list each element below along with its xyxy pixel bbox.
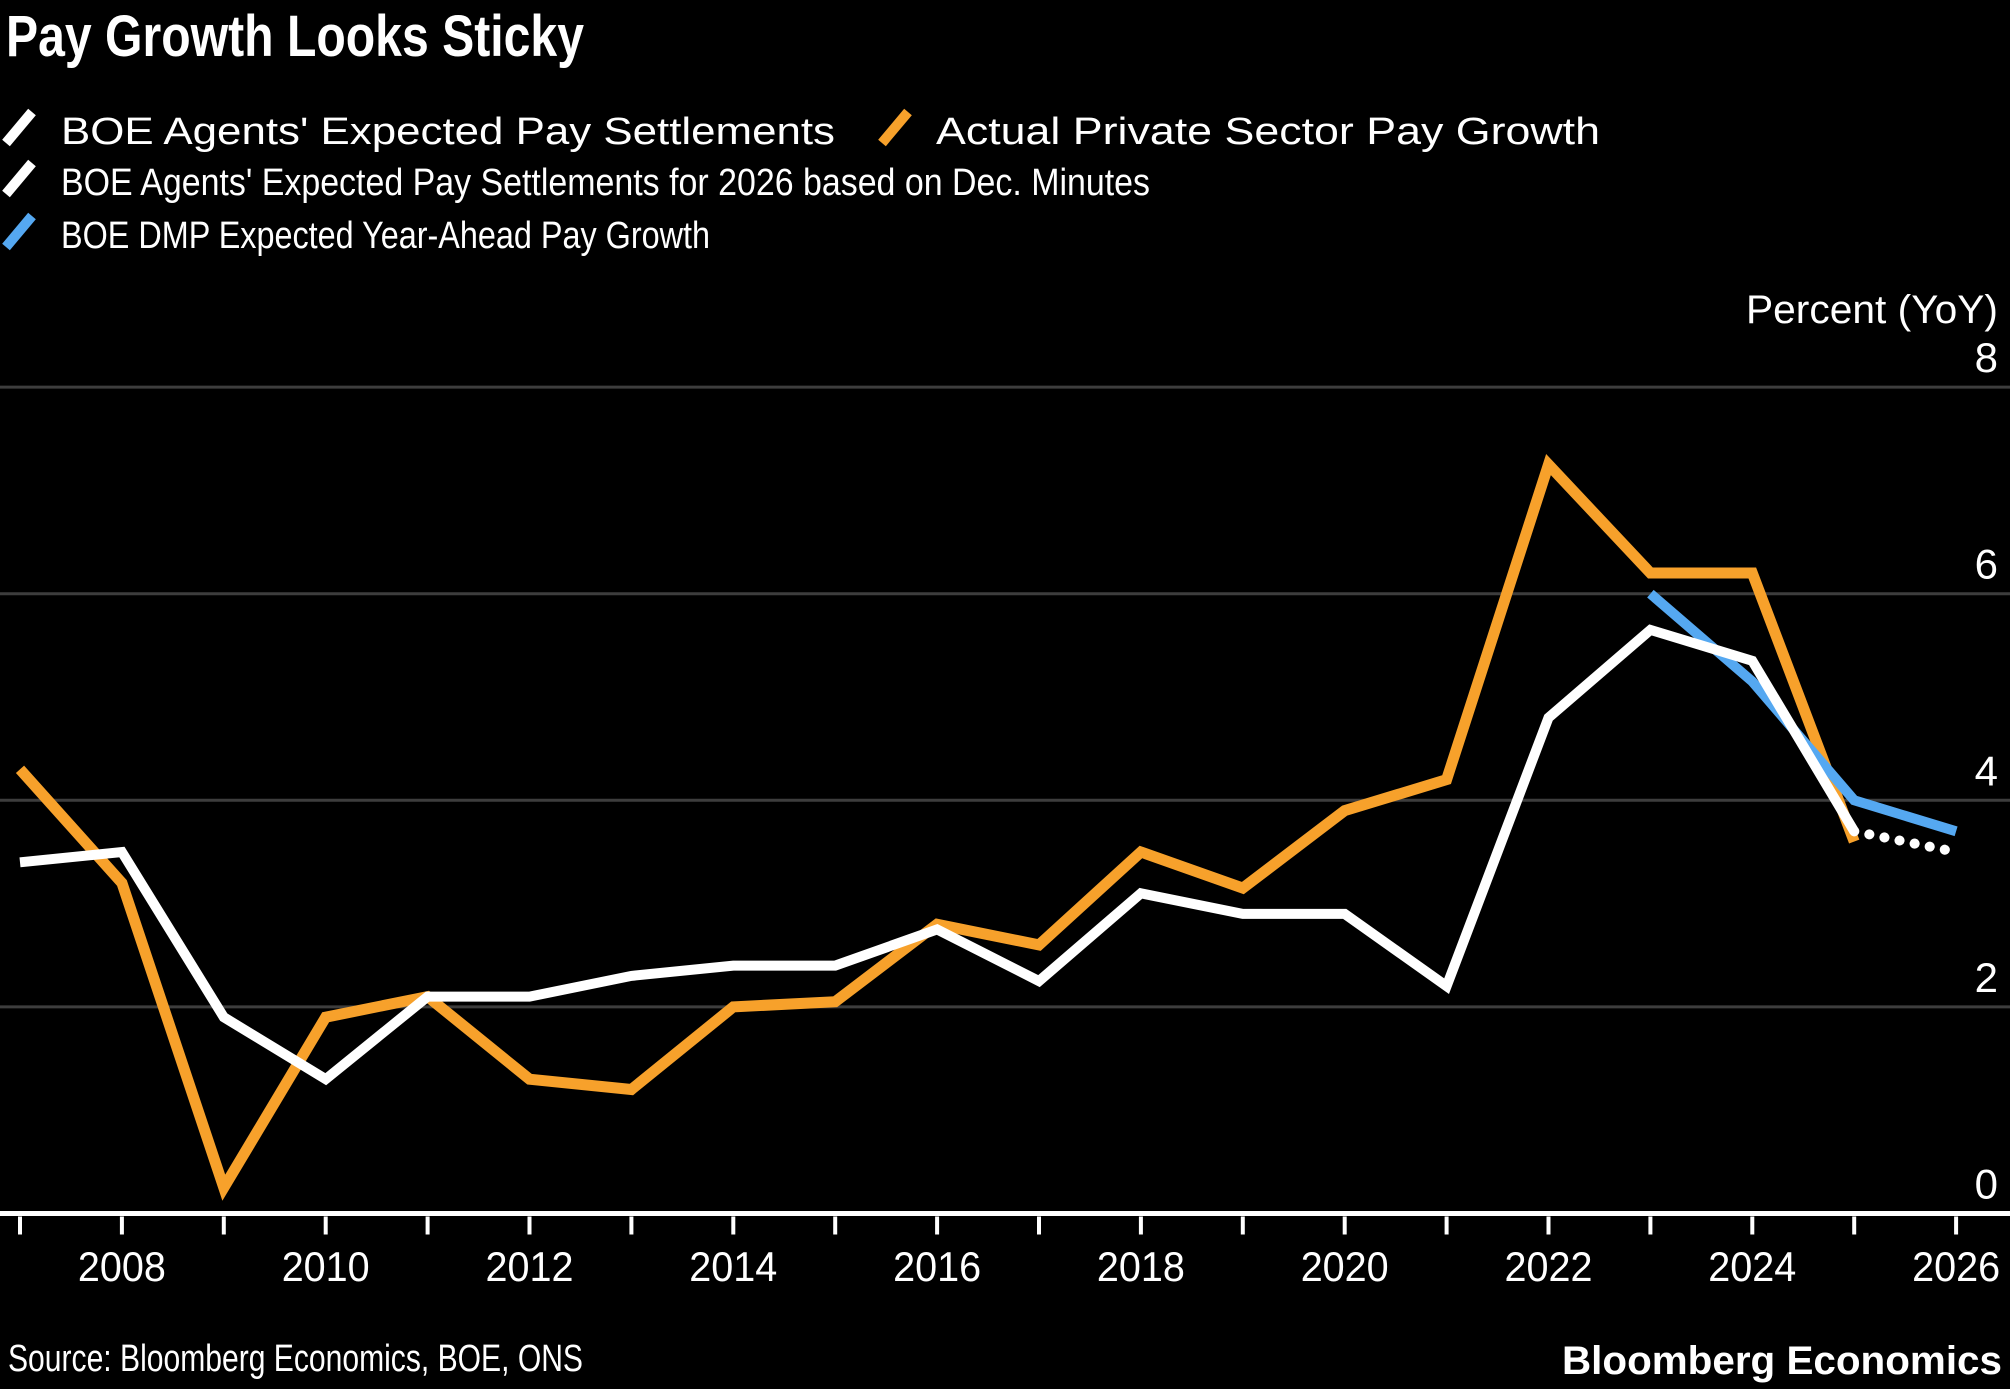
plot-area: 0 2 4 6 8 2008 2010 2012 2014 2016 2018 2020 2022 202… (0, 334, 2010, 1290)
y-tick-label-4: 4 (1975, 747, 1998, 794)
legend-marker-white-solid-icon (2, 108, 36, 147)
x-tick-label-2020: 2020 (1301, 1243, 1389, 1290)
brand-attribution: Bloomberg Economics (1562, 1339, 2002, 1383)
x-tick-label-2008: 2008 (78, 1243, 166, 1290)
series-line-0-solid (15, 454, 1860, 1201)
y-axis-unit-label: Percent (YoY) (1746, 288, 1998, 332)
legend-marker-white-dotted-icon (2, 159, 36, 198)
x-tick-label-2014: 2014 (689, 1243, 777, 1290)
x-tick-label-2016: 2016 (893, 1243, 981, 1290)
source-note: Source: Bloomberg Economics, BOE, ONS (8, 1338, 583, 1380)
x-tick-label-2024: 2024 (1708, 1243, 1796, 1290)
legend-marker-orange-icon (878, 108, 912, 147)
x-tick-label-2022: 2022 (1505, 1243, 1593, 1290)
x-tick-label-2012: 2012 (486, 1243, 574, 1290)
series-line-2-solid (19, 624, 1859, 1086)
y-tick-label-8: 8 (1975, 334, 1998, 381)
legend-label-agents-settlements: BOE Agents' Expected Pay Settlements (61, 111, 835, 153)
x-tick-label-2026: 2026 (1912, 1243, 2000, 1290)
y-tick-label-6: 6 (1975, 541, 1998, 588)
x-tick-label-2018: 2018 (1097, 1243, 1185, 1290)
legend-label-actual-pay-growth: Actual Private Sector Pay Growth (936, 111, 1600, 153)
y-tick-label-2: 2 (1975, 954, 1998, 1001)
x-tick-label-2010: 2010 (282, 1243, 370, 1290)
legend-label-dmp-expected: BOE DMP Expected Year-Ahead Pay Growth (61, 215, 710, 257)
series-line-3-dotted (1849, 826, 1962, 857)
page-title: Pay Growth Looks Sticky (6, 4, 584, 69)
y-tick-label-0: 0 (1975, 1161, 1998, 1208)
legend-marker-blue-icon (2, 212, 36, 251)
legend-label-settlements-2026: BOE Agents' Expected Pay Settlements for… (61, 162, 1150, 204)
